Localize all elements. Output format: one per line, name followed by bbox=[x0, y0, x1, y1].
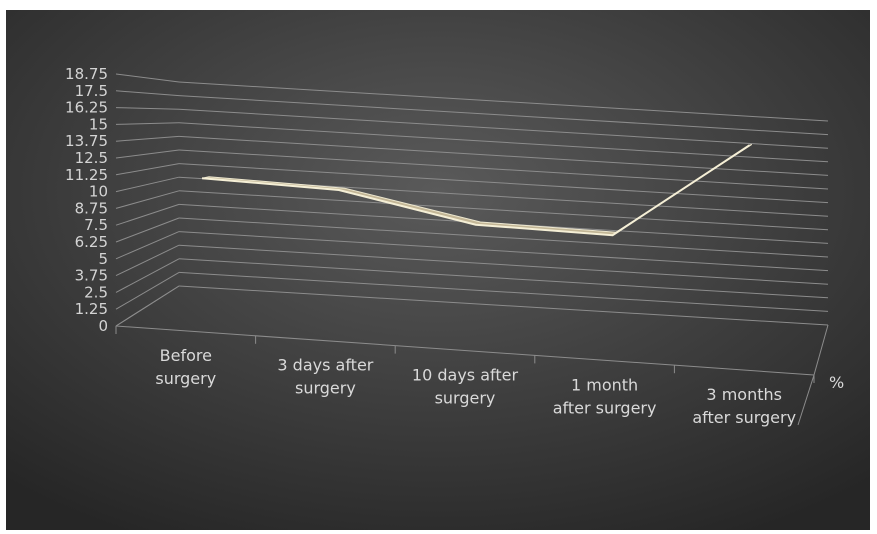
side-gridline bbox=[115, 231, 180, 260]
gridline bbox=[178, 244, 829, 285]
side-gridline bbox=[115, 217, 180, 243]
x-category-label: surgery bbox=[295, 379, 356, 398]
y-tick-label: 6.25 bbox=[75, 233, 108, 251]
y-tick-label: 1.25 bbox=[75, 300, 108, 318]
gridline bbox=[178, 95, 829, 136]
x-category-label: surgery bbox=[435, 389, 496, 408]
y-tick-label: 5 bbox=[98, 250, 108, 268]
gridline bbox=[178, 108, 829, 149]
x-category-label: 3 months bbox=[706, 385, 782, 404]
side-gridline bbox=[115, 176, 180, 193]
gridline bbox=[178, 190, 829, 231]
depth-axis-extension bbox=[797, 374, 815, 426]
gridline bbox=[178, 135, 829, 176]
x-category-label: 10 days after bbox=[412, 366, 519, 385]
y-tick-label: 16.25 bbox=[65, 99, 108, 117]
gridline bbox=[178, 149, 829, 190]
chart-background bbox=[6, 10, 870, 530]
y-tick-label: 8.75 bbox=[75, 199, 108, 217]
gridline bbox=[178, 163, 829, 204]
labels: 01.252.53.7556.257.58.751011.2512.513.75… bbox=[65, 65, 844, 427]
x-category-label: 1 month bbox=[571, 375, 638, 394]
gridline bbox=[178, 81, 829, 122]
gridline bbox=[178, 258, 829, 299]
left-depth-axis bbox=[115, 285, 180, 327]
side-gridline bbox=[115, 244, 180, 277]
gridline bbox=[178, 285, 829, 326]
chart-panel: 0 1.25 2.5 3.75 5 6.25 7.5 8.75 10 11.25 12.5 13.75… bbox=[6, 10, 870, 530]
right-depth-axis bbox=[813, 324, 829, 376]
x-category-label: 3 days after bbox=[277, 356, 373, 375]
series-axis-label: % bbox=[829, 373, 844, 392]
gridline bbox=[178, 271, 829, 312]
y-tick-label: 10 bbox=[89, 183, 108, 201]
x-category-label: after surgery bbox=[553, 398, 657, 417]
side-gridline bbox=[115, 258, 180, 293]
chart-svg: 01.252.53.7556.257.58.751011.2512.513.75… bbox=[6, 10, 870, 530]
side-gridline bbox=[115, 107, 180, 110]
side-gridline bbox=[115, 73, 180, 83]
side-gridline bbox=[115, 203, 180, 226]
y-tick-label: 7.5 bbox=[84, 216, 108, 234]
side-gridline bbox=[115, 271, 180, 310]
y-tick-label: 11.25 bbox=[65, 166, 108, 184]
side-gridline bbox=[115, 149, 180, 159]
side-gridline bbox=[115, 122, 180, 125]
gridline bbox=[178, 231, 829, 272]
y-tick-label: 13.75 bbox=[65, 132, 108, 150]
axes bbox=[115, 285, 829, 426]
series-ribbon bbox=[201, 143, 753, 237]
side-gridline bbox=[115, 163, 180, 176]
y-tick-label: 2.5 bbox=[84, 283, 108, 301]
x-category-label: Before bbox=[160, 346, 212, 365]
y-tick-label: 12.5 bbox=[75, 149, 108, 167]
y-tick-label: 17.5 bbox=[75, 82, 108, 100]
side-gridline bbox=[115, 190, 180, 209]
side-gridline bbox=[115, 90, 180, 97]
gridline bbox=[178, 217, 829, 258]
y-tick-label: 0 bbox=[98, 317, 108, 335]
gridline bbox=[178, 122, 829, 163]
x-axis-line bbox=[115, 325, 815, 376]
y-tick-label: 18.75 bbox=[65, 65, 108, 83]
y-tick-label: 3.75 bbox=[75, 267, 108, 285]
x-category-label: surgery bbox=[155, 369, 216, 388]
side-gridline bbox=[115, 135, 180, 142]
x-category-label: after surgery bbox=[692, 408, 796, 427]
y-tick-label: 15 bbox=[89, 115, 108, 133]
